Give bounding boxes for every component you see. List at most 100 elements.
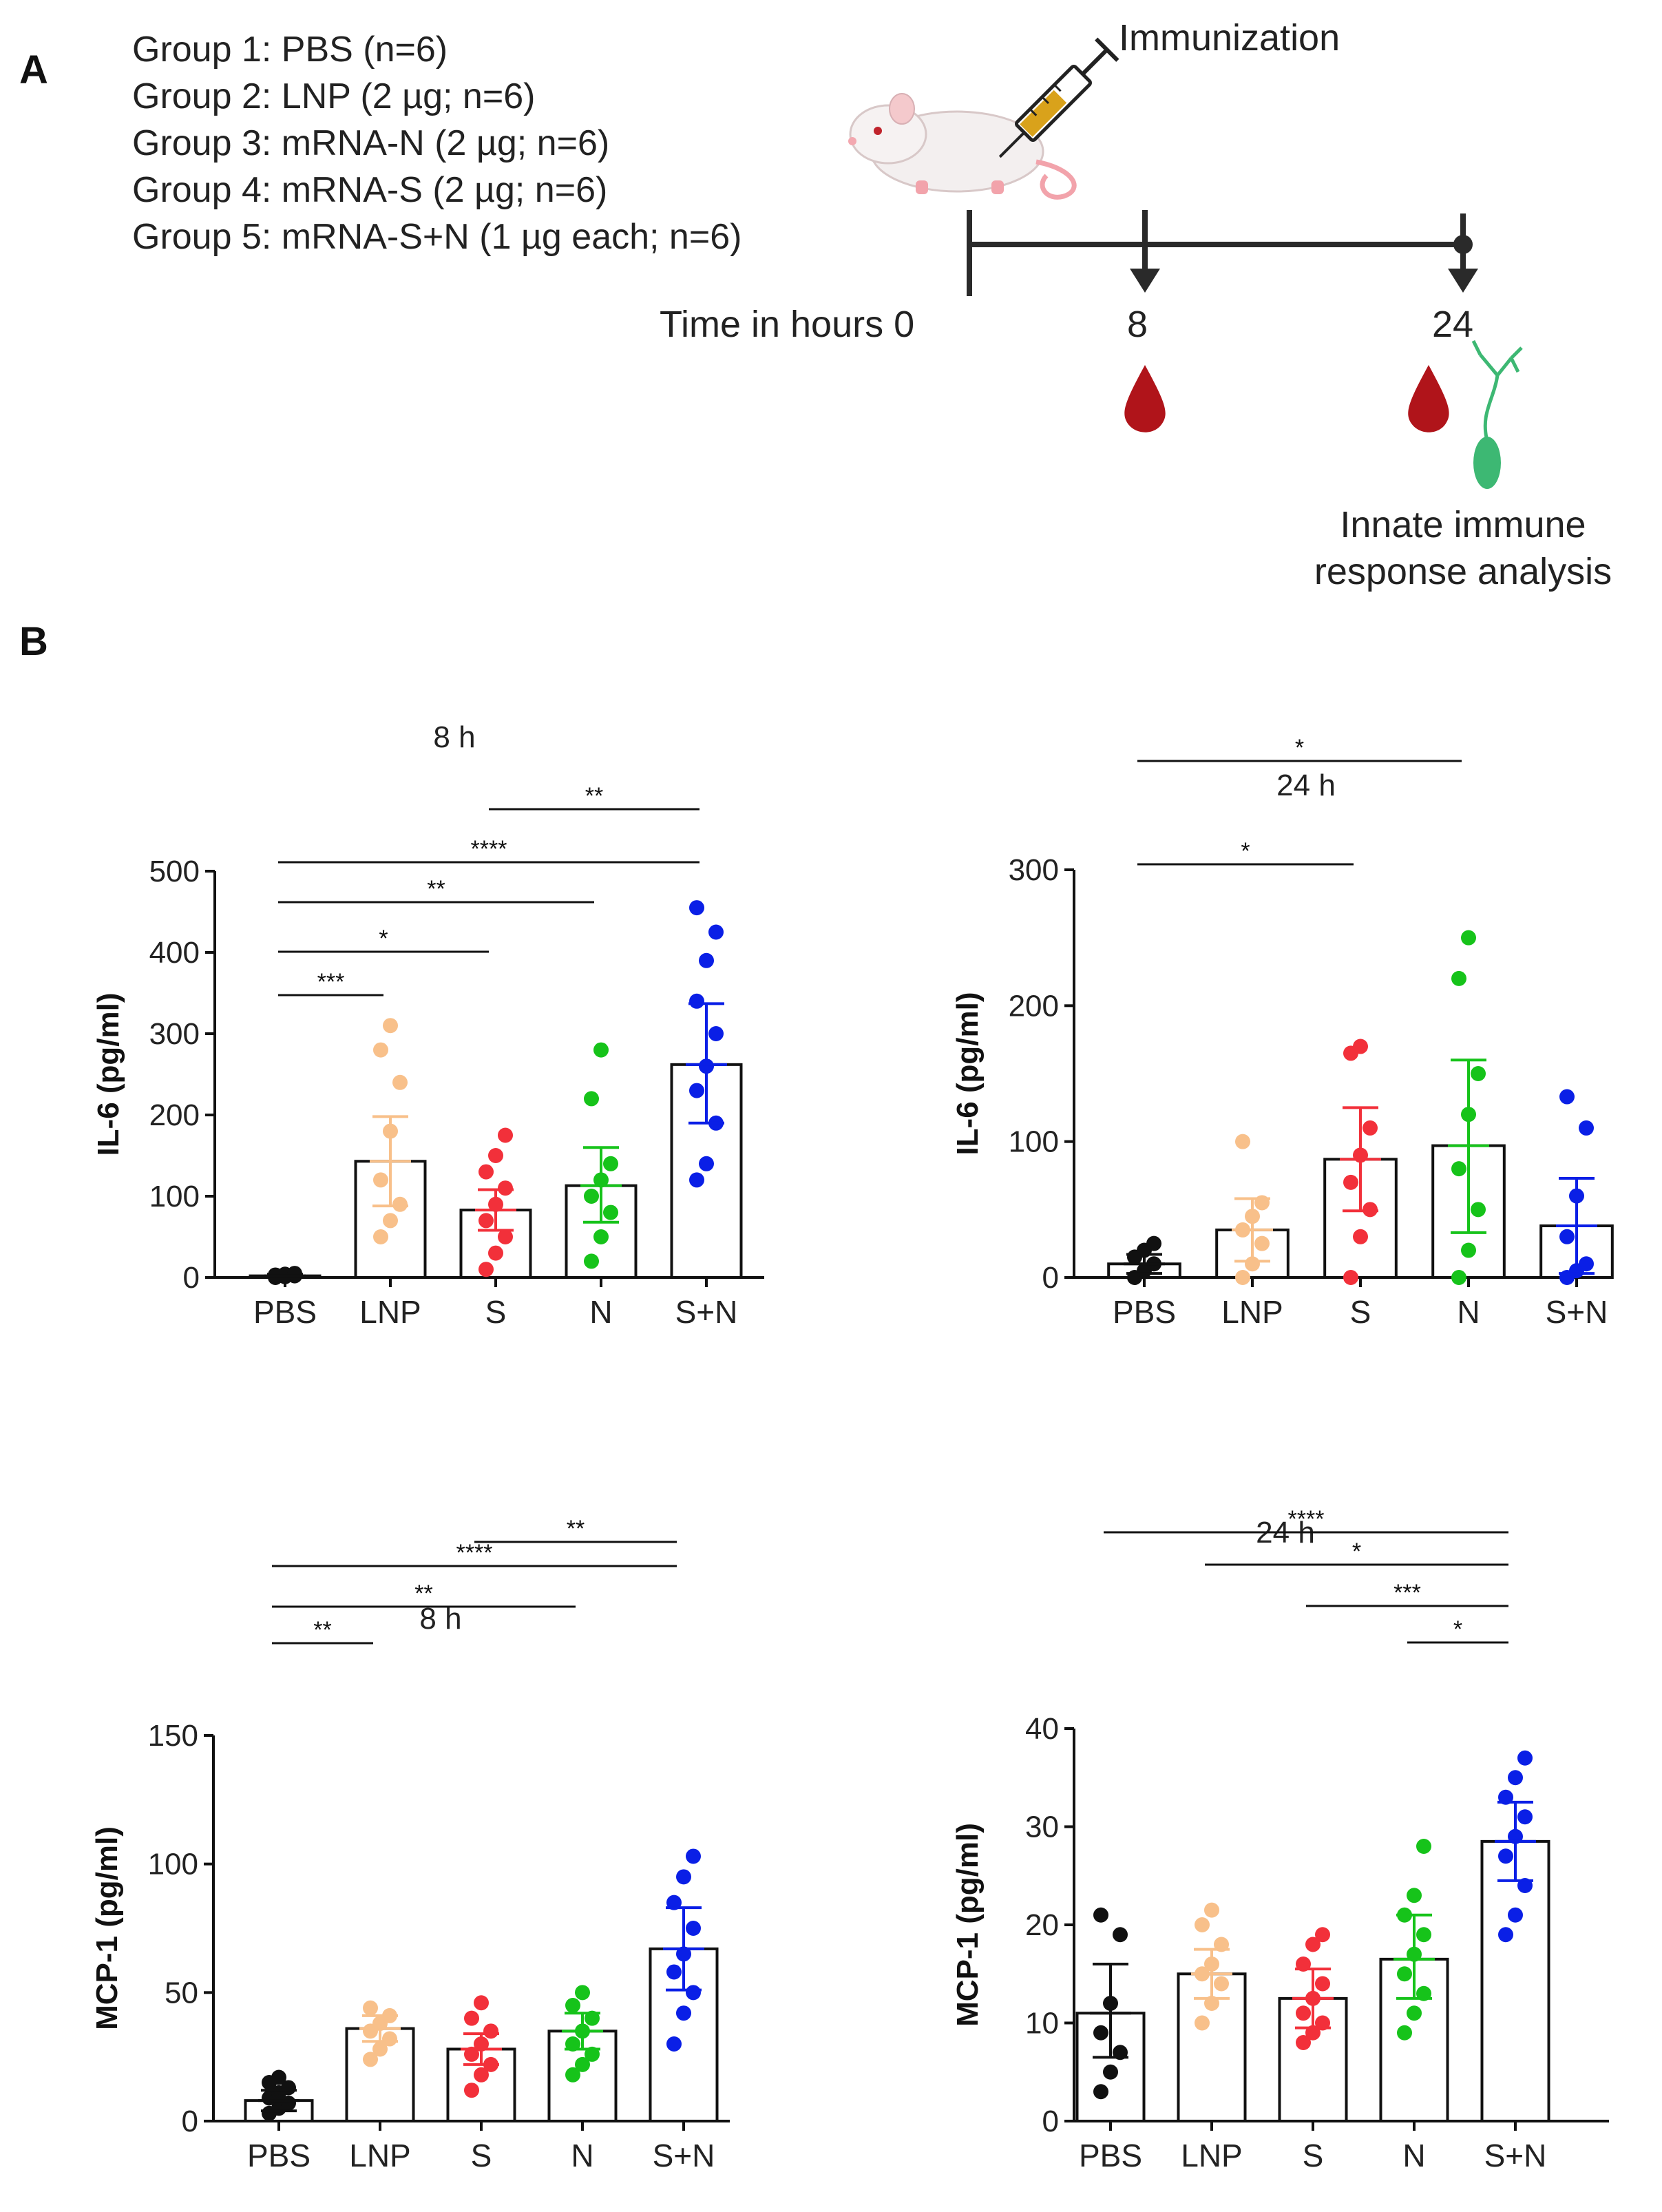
x-tick-label: S <box>471 2138 492 2173</box>
data-point <box>1471 1202 1486 1218</box>
data-point <box>392 1196 408 1212</box>
significance-label: ** <box>414 1580 432 1607</box>
data-point <box>1579 1120 1594 1136</box>
data-point <box>1517 1809 1533 1825</box>
y-tick-label: 200 <box>149 1098 200 1132</box>
data-point <box>1305 1937 1321 1952</box>
data-point <box>383 1213 398 1229</box>
x-tick-label: S+N <box>675 1294 738 1330</box>
mouse-icon <box>848 93 1077 200</box>
data-point <box>565 1998 580 2013</box>
chart-title: 8 h <box>433 720 475 754</box>
data-point <box>1214 1976 1229 1992</box>
data-point <box>498 1127 513 1143</box>
significance-label: *** <box>1393 1580 1421 1606</box>
data-point <box>1235 1134 1250 1149</box>
time-8-label: 8 <box>1127 304 1148 345</box>
y-axis-label: MCP-1 (pg/ml) <box>951 1823 985 2027</box>
data-point <box>271 2069 286 2085</box>
data-point <box>1103 2064 1118 2080</box>
data-point <box>1093 1907 1108 1923</box>
data-point <box>1517 1750 1533 1766</box>
data-point <box>1416 1839 1431 1854</box>
y-tick-label: 10 <box>1025 2007 1059 2041</box>
y-tick-label: 30 <box>1025 1811 1059 1844</box>
y-tick-label: 500 <box>149 855 200 888</box>
group-list: Group 1: PBS (n=6) Group 2: LNP (2 µg; n… <box>132 26 741 260</box>
y-tick-label: 300 <box>149 1017 200 1051</box>
group-line: Group 4: mRNA-S (2 µg; n=6) <box>132 170 608 210</box>
data-point <box>584 1091 599 1107</box>
data-point <box>1498 1927 1513 1943</box>
data-point <box>1579 1256 1594 1272</box>
data-point <box>686 1985 701 2001</box>
data-point <box>1195 1917 1210 1932</box>
significance-label: * <box>379 926 388 952</box>
y-tick-label: 150 <box>148 1719 198 1753</box>
x-tick-label: S <box>1303 2138 1324 2173</box>
data-point <box>1397 2025 1412 2041</box>
group-line: Group 1: PBS (n=6) <box>132 30 448 70</box>
y-axis-label: IL-6 (pg/ml) <box>92 992 125 1156</box>
data-point <box>478 1262 494 1277</box>
data-point <box>689 900 704 916</box>
data-point <box>1397 1966 1412 1982</box>
data-point <box>1363 1120 1378 1136</box>
data-point <box>363 2052 378 2067</box>
data-point <box>464 2083 479 2098</box>
data-point <box>1451 970 1466 986</box>
data-point <box>666 2036 682 2052</box>
data-point <box>1113 1927 1128 1943</box>
data-point <box>1204 1902 1219 1918</box>
data-point <box>584 1253 599 1269</box>
data-point <box>474 1995 489 2011</box>
data-point <box>1471 1066 1486 1081</box>
chart-il6-24h: 24 h IL-6 (pg/ml) 0 100 200 300 PBS LNP S N S+N * * <box>951 735 1614 1330</box>
data-point <box>1559 1089 1575 1105</box>
data-point <box>488 1148 503 1163</box>
data-point <box>1195 2015 1210 2031</box>
data-point <box>464 2010 479 2026</box>
data-point <box>699 1156 714 1171</box>
significance-label: **** <box>471 836 507 862</box>
data-point <box>483 2023 498 2039</box>
data-point <box>1407 2005 1422 2021</box>
group-line: Group 2: LNP (2 µg; n=6) <box>132 76 536 116</box>
data-point <box>382 2031 397 2047</box>
data-point <box>593 1229 609 1244</box>
data-point <box>1235 1270 1250 1285</box>
y-tick-label: 0 <box>1042 2105 1059 2138</box>
x-tick-label: PBS <box>253 1294 317 1330</box>
x-tick-label: S+N <box>1546 1294 1608 1330</box>
x-tick-label: S <box>1350 1294 1371 1330</box>
x-tick-label: PBS <box>247 2138 311 2173</box>
timeline-diagram <box>848 37 1523 489</box>
data-point <box>498 1180 513 1196</box>
data-point <box>603 1156 618 1171</box>
analysis-label-line: Innate immune <box>1340 504 1586 545</box>
x-tick-label: LNP <box>1181 2138 1242 2173</box>
data-point <box>392 1074 408 1090</box>
y-tick-label: 50 <box>165 1976 198 2010</box>
significance-label: * <box>1241 838 1250 864</box>
data-point <box>373 1172 388 1188</box>
significance-label: *** <box>317 969 345 995</box>
x-tick-label: S <box>485 1294 507 1330</box>
data-point <box>686 1848 701 1864</box>
data-point <box>565 2067 580 2083</box>
significance-label: * <box>1453 1616 1462 1642</box>
immunization-label: Immunization <box>1119 17 1340 59</box>
significance-label: ** <box>567 1516 585 1542</box>
time-in-hours-label: Time in hours 0 <box>660 304 915 345</box>
data-point <box>1508 1907 1523 1923</box>
group-line: Group 5: mRNA-S+N (1 µg each; n=6) <box>132 217 742 257</box>
data-point <box>1461 930 1476 946</box>
data-point <box>1353 1229 1368 1244</box>
x-tick-label: N <box>1457 1294 1480 1330</box>
data-point <box>689 1083 704 1098</box>
data-point <box>603 1204 618 1220</box>
significance-label: ** <box>585 783 603 809</box>
data-point <box>1461 1242 1476 1258</box>
